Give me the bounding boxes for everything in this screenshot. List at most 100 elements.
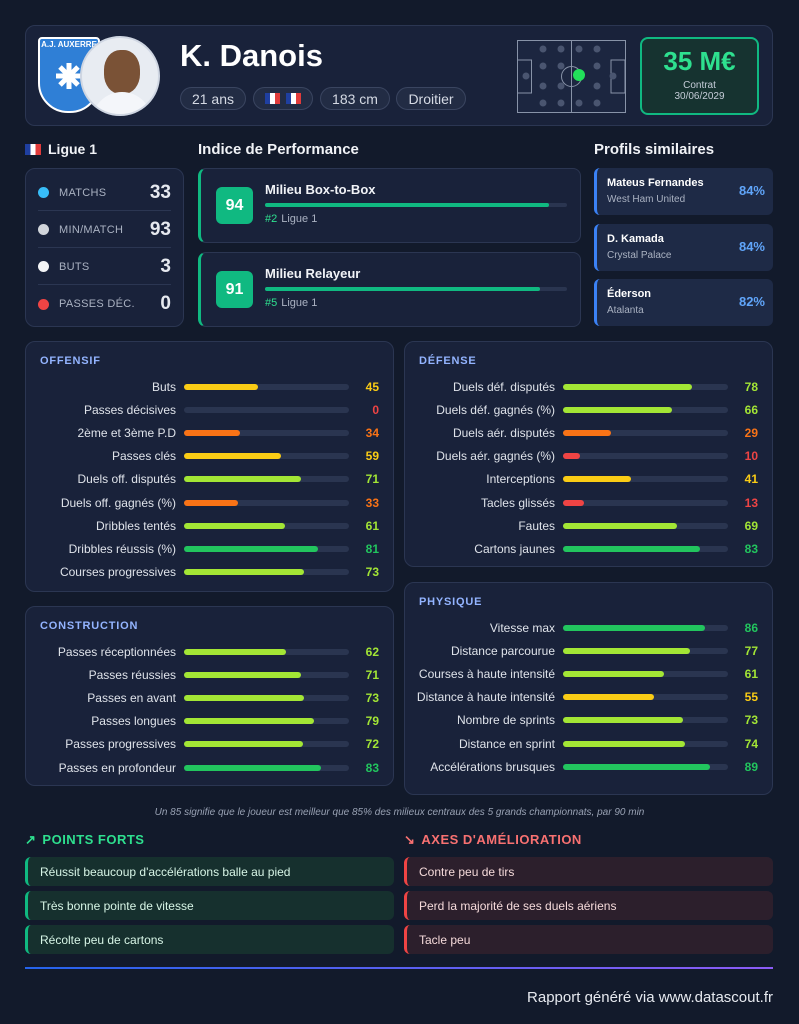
row-value: 62 <box>365 644 379 659</box>
stat-row: Duels aér. gagnés (%) 10 <box>405 445 772 468</box>
stat-label: BUTS <box>59 260 90 273</box>
similar-card[interactable]: Mateus Fernandes West Ham United 84% <box>594 168 773 215</box>
row-label: Passes en avant <box>87 690 176 705</box>
similar-card[interactable]: D. Kamada Crystal Palace 84% <box>594 223 773 271</box>
bar <box>563 670 664 677</box>
bar-track <box>184 694 349 701</box>
bar <box>184 671 302 678</box>
improvements-item: Perd la majorité de ses duels aériens <box>404 891 773 920</box>
row-label: Passes progressives <box>65 737 176 752</box>
strengths-item: Réussit beaucoup d'accélérations balle a… <box>25 857 394 886</box>
row-value: 61 <box>365 518 379 533</box>
footer: Rapport généré via www.datascout.fr <box>527 989 773 1006</box>
stat-row: Fautes 69 <box>405 514 772 537</box>
bar <box>563 522 677 529</box>
stat-row: Distance à haute intensité 55 <box>405 686 772 709</box>
section-title: CONSTRUCTION <box>40 620 139 632</box>
row-label: Passes décisives <box>83 402 176 417</box>
row-value: 72 <box>365 737 379 752</box>
stat-row: Passes réussies 71 <box>26 663 393 686</box>
bar <box>184 429 241 436</box>
bar-track <box>563 383 728 390</box>
bar <box>563 694 654 701</box>
similar-club: Atalanta <box>607 305 644 316</box>
stat-row: Courses à haute intensité 61 <box>405 662 772 685</box>
divider <box>25 967 773 969</box>
row-value: 71 <box>365 667 379 682</box>
bar-track <box>184 522 349 529</box>
stat-row: Passes en profondeur 83 <box>26 756 393 779</box>
position-pitch <box>517 40 626 113</box>
improvements-item: Contre peu de tirs <box>404 857 773 886</box>
stat-row: Interceptions 41 <box>405 468 772 491</box>
row-label: Buts <box>151 379 176 394</box>
row-label: Duels aér. disputés <box>452 425 555 440</box>
row-label: Passes en profondeur <box>58 760 176 775</box>
bar <box>563 406 672 413</box>
performance-league: Ligue 1 <box>281 297 318 309</box>
stat-row: MATCHS 33 <box>38 175 171 211</box>
row-value: 0 <box>372 402 379 417</box>
market-value: 35 M€ <box>663 46 736 76</box>
section-title: PHYSIQUE <box>419 596 483 608</box>
improvements-item: Tacle peu <box>404 925 773 954</box>
stat-row: Passes longues 79 <box>26 710 393 733</box>
bar-track <box>563 499 728 506</box>
row-label: Courses à haute intensité <box>418 666 555 681</box>
bar-track <box>563 717 728 724</box>
bar <box>184 453 282 460</box>
stat-row: Accélérations brusques 89 <box>405 755 772 778</box>
bar <box>563 763 710 770</box>
row-value: 29 <box>744 425 758 440</box>
performance-bar <box>265 287 540 291</box>
stat-row: Buts 45 <box>26 375 393 398</box>
row-value: 71 <box>365 472 379 487</box>
row-value: 55 <box>744 690 758 705</box>
performance-track <box>265 203 567 207</box>
bar <box>184 522 285 529</box>
performance-score: 94 <box>216 187 253 224</box>
row-value: 41 <box>744 472 758 487</box>
stats-card: MATCHS 33 MIN/MATCH 93 BUTS 3 PASSES DÉC. 0 <box>25 168 184 327</box>
similar-club: Crystal Palace <box>607 249 672 261</box>
row-value: 34 <box>365 425 379 440</box>
row-value: 73 <box>744 713 758 728</box>
similar-card[interactable]: Éderson Atalanta 82% <box>594 279 773 326</box>
bar-track <box>563 476 728 483</box>
bar-track <box>563 522 728 529</box>
stat-label: PASSES DÉC. <box>59 298 135 310</box>
row-label: Interceptions <box>486 472 555 487</box>
bar <box>563 383 692 390</box>
improvements-heading: ↘ AXES D'AMÉLIORATION <box>404 832 582 847</box>
bar-track <box>184 453 349 460</box>
stat-row: Duels aér. disputés 29 <box>405 421 772 444</box>
contract-date: 30/06/2029 <box>674 91 725 102</box>
stat-row: Duels déf. gagnés (%) 66 <box>405 398 772 421</box>
performance-rank-line: #5 Ligue 1 <box>265 297 317 309</box>
row-label: Nombre de sprints <box>456 713 555 728</box>
section-card: CONSTRUCTION Passes réceptionnées 62 Passes… <box>25 606 394 786</box>
bar <box>184 499 239 506</box>
bar <box>563 647 691 654</box>
stat-row: BUTS 3 <box>38 249 171 285</box>
row-label: Passes clés <box>111 449 176 464</box>
row-value: 33 <box>365 495 379 510</box>
bar-track <box>184 383 349 390</box>
bar-track <box>563 406 728 413</box>
row-label: Passes réceptionnées <box>57 644 176 659</box>
bar <box>563 717 684 724</box>
bar <box>563 545 700 552</box>
stat-row: Distance parcourue 77 <box>405 639 772 662</box>
row-label: Distance parcourue <box>450 643 555 658</box>
bar-track <box>184 476 349 483</box>
league-name: Ligue 1 <box>48 141 98 157</box>
stat-row: Tacles glissés 13 <box>405 491 772 514</box>
stat-icon <box>38 187 49 198</box>
row-label: Tacles glissés <box>480 495 555 510</box>
stat-row: Dribbles réussis (%) 81 <box>26 537 393 560</box>
row-value: 83 <box>365 760 379 775</box>
club-star <box>56 63 82 89</box>
row-label: Duels off. disputés <box>77 472 176 487</box>
stat-row: Courses progressives 73 <box>26 561 393 584</box>
performance-rank: #5 <box>265 297 278 309</box>
